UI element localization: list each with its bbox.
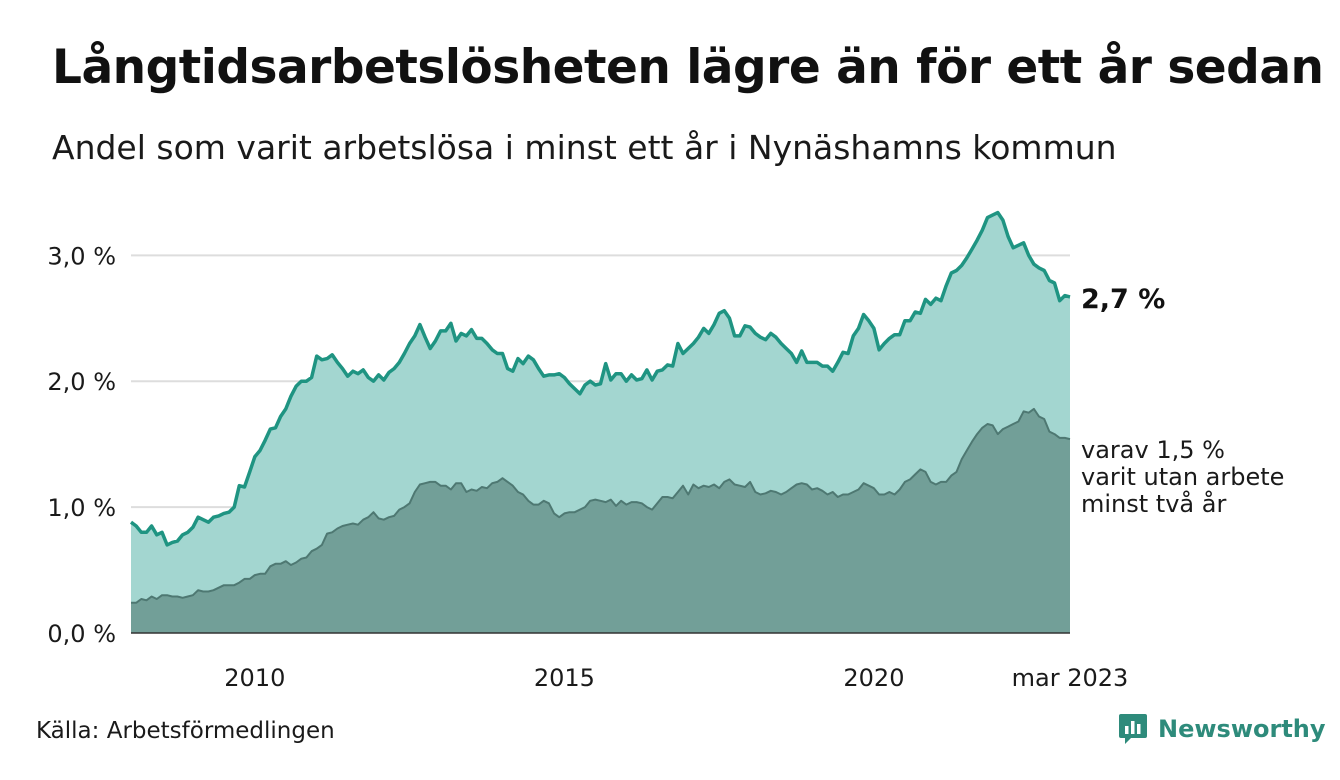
y-tick-label: 0,0 % [47, 620, 116, 648]
source-note: Källa: Arbetsförmedlingen [36, 718, 335, 744]
y-axis-tick-labels: 0,0 % 1,0 % 2,0 % 3,0 % [47, 242, 116, 648]
y-tick-label: 3,0 % [47, 242, 116, 270]
annotation-line-2: varit utan arbete [1081, 463, 1284, 491]
areas [131, 212, 1070, 633]
x-tick-label: 2015 [534, 664, 595, 692]
line-two-year [131, 407, 1071, 604]
newsworthy-logo-icon [1119, 714, 1147, 744]
annotation-line-3: minst två år [1081, 489, 1226, 518]
y-tick-label: 2,0 % [47, 368, 116, 396]
y-tick-label: 1,0 % [47, 494, 116, 522]
brand-name: Newsworthy [1158, 715, 1326, 743]
x-axis-tick-labels: 2010 2015 2020 mar 2023 [224, 664, 1128, 692]
chart-canvas: 0,0 % 1,0 % 2,0 % 3,0 % 2010 2015 2020 mar 202… [47, 210, 1284, 692]
annotation-line-1: varav 1,5 % [1081, 436, 1225, 464]
end-value-label: 2,7 % [1081, 284, 1165, 315]
line-long-term [129, 210, 1071, 547]
x-tick-label: 2020 [843, 664, 904, 692]
x-tick-label: mar 2023 [1012, 664, 1129, 692]
brand-logo[interactable]: Newsworthy [1118, 712, 1326, 746]
x-tick-label: 2010 [224, 664, 285, 692]
series-lines [129, 210, 1071, 604]
chart-title: Långtidsarbetslösheten lägre än för ett … [52, 40, 1324, 95]
area-two-year [131, 408, 1070, 633]
chart-subtitle: Andel som varit arbetslösa i minst ett å… [52, 128, 1117, 167]
